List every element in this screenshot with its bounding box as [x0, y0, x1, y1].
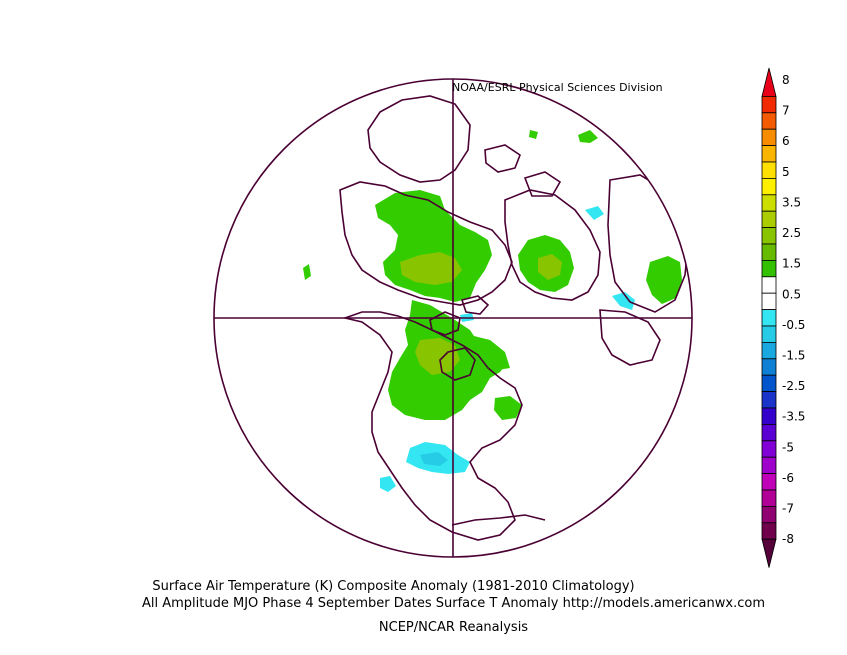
- warm-anomaly-siberia: [375, 190, 492, 302]
- colorbar-segment: [761, 96, 777, 114]
- colorbar-label: -5: [782, 440, 794, 454]
- colorbar-segment: [761, 161, 777, 179]
- colorbar-label: 7: [782, 104, 790, 118]
- colorbar-label: 1.5: [782, 257, 801, 271]
- coast-africa-north: [599, 309, 661, 366]
- caption-line-2: All Amplitude MJO Phase 4 September Date…: [142, 596, 765, 611]
- colorbar: 8 7 6 5 3.5 2.5 1.5 0.5 -0.5 -1.5 -2.5 -3.5 -5 -6 -7 -8: [761, 67, 805, 568]
- warm-anomaly-arctic-small: [578, 130, 598, 143]
- warm-anomaly-europe-core: [538, 254, 562, 280]
- warm-anomaly-canada-core: [415, 338, 460, 375]
- colorbar-segment: [761, 325, 777, 343]
- caption-line-3: NCEP/NCAR Reanalysis: [378, 620, 529, 635]
- colorbar-segment: [761, 407, 777, 425]
- colorbar-segment: [761, 227, 777, 245]
- colorbar-segment: [761, 374, 777, 393]
- colorbar-segment: [761, 341, 777, 360]
- colorbar-segment: [761, 309, 777, 327]
- colorbar-segment: [761, 456, 777, 475]
- coast-siberia: [339, 181, 513, 306]
- colorbar-segment: [761, 440, 777, 458]
- colorbar-segment: [761, 423, 777, 442]
- warm-anomaly-siberia-core: [400, 252, 462, 285]
- colorbar-label: -7: [782, 502, 794, 516]
- coast-arctic-islands: [484, 144, 562, 197]
- colorbar-segment: [761, 276, 777, 294]
- credit-text: NOAA/ESRL Physical Sciences Division: [452, 81, 663, 94]
- colorbar-segment: [761, 145, 777, 163]
- colorbar-segment: [761, 522, 777, 540]
- colorbar-label: -2.5: [782, 379, 805, 393]
- colorbar-segment: [761, 128, 777, 146]
- colorbar-label: 2.5: [782, 226, 801, 240]
- coast-greenland: [367, 95, 471, 183]
- colorbar-segment: [761, 112, 777, 130]
- colorbar-label: -1.5: [782, 349, 805, 363]
- colorbar-label: -0.5: [782, 318, 805, 332]
- colorbar-label: 0.5: [782, 287, 801, 301]
- colorbar-bottom-arrow: [761, 538, 777, 568]
- coast-hudson-bay: [439, 347, 476, 381]
- warm-anomaly-hudson: [470, 335, 510, 370]
- colorbar-label: -6: [782, 471, 794, 485]
- anomaly-layer: [303, 130, 682, 492]
- warm-anomaly-arctic-dot: [529, 130, 538, 139]
- coast-caribbean: [451, 514, 546, 526]
- caption-line-1: Surface Air Temperature (K) Composite An…: [152, 579, 635, 594]
- coast-north-america: [342, 311, 523, 541]
- coast-europe: [504, 189, 601, 301]
- colorbar-segment: [761, 489, 777, 507]
- colorbar-segment: [761, 473, 777, 491]
- colorbar-label: 3.5: [782, 195, 801, 209]
- warm-anomaly-central-asia: [646, 256, 682, 304]
- colorbar-segment: [761, 210, 777, 228]
- colorbar-label: -8: [782, 532, 794, 546]
- colorbar-label: 6: [782, 134, 790, 148]
- cool-anomaly-mideast: [612, 292, 635, 310]
- colorbar-segment: [761, 243, 777, 261]
- warm-anomaly-newfoundland: [494, 396, 522, 420]
- cool-anomaly-us-plains-core: [420, 452, 448, 466]
- colorbar-segment: [761, 194, 777, 212]
- colorbar-segment: [761, 292, 777, 311]
- cool-anomaly-scandinavia: [585, 206, 604, 220]
- colorbar-top-arrow: [761, 67, 777, 97]
- colorbar-label: 5: [782, 165, 790, 179]
- colorbar-label: -3.5: [782, 410, 805, 424]
- coast-arctic-archipelago: [429, 295, 490, 336]
- colorbar-segment: [761, 391, 777, 409]
- colorbar-label: 8: [782, 73, 790, 87]
- warm-anomaly-pacific-dot: [303, 264, 311, 280]
- cool-anomaly-mexico: [380, 476, 396, 492]
- colorbar-segment: [761, 259, 777, 278]
- colorbar-segment: [761, 505, 777, 524]
- colorbar-segment: [761, 358, 777, 376]
- colorbar-segment: [761, 177, 777, 196]
- globe-outline: [213, 78, 693, 558]
